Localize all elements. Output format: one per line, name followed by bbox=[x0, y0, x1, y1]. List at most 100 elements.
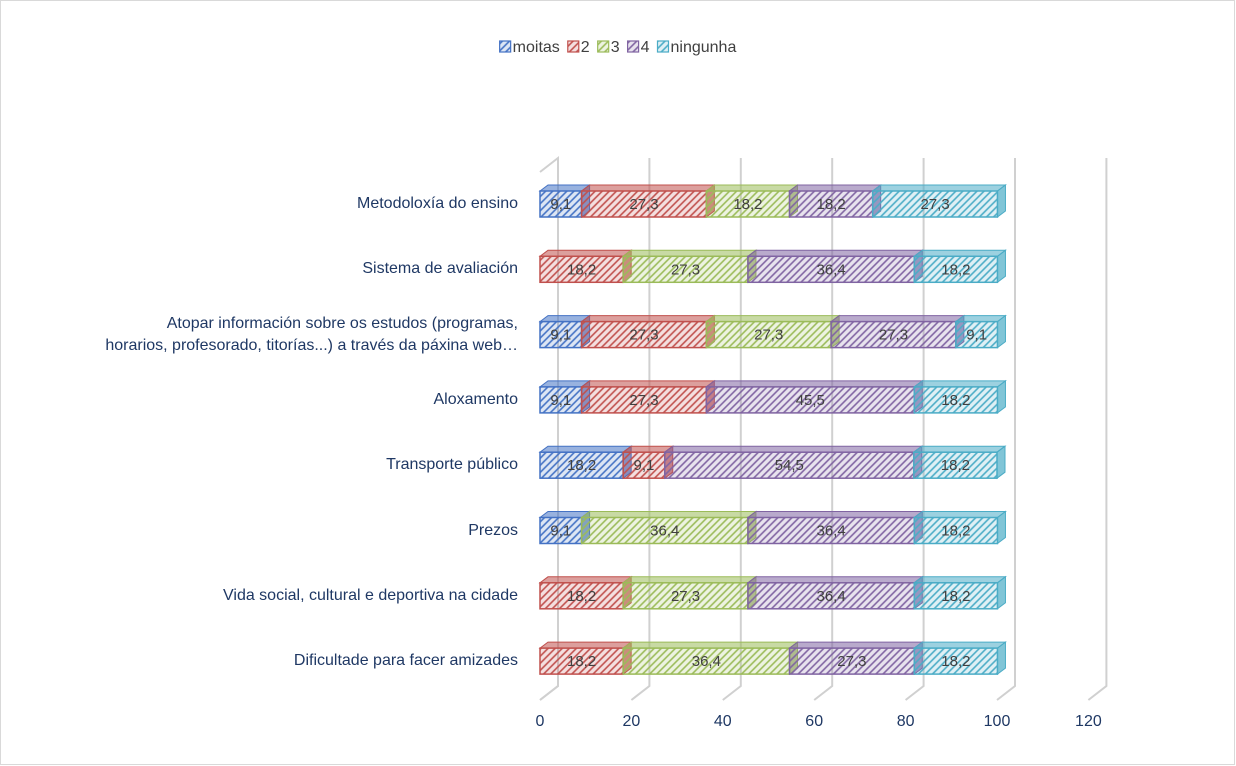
legend-swatch bbox=[626, 40, 640, 53]
data-label: 18,2 bbox=[567, 653, 596, 670]
bar-top bbox=[621, 249, 758, 257]
x-tick-label: 0 bbox=[536, 713, 545, 730]
bar-top bbox=[829, 315, 966, 323]
data-label: 27,3 bbox=[920, 196, 949, 213]
y-tick-label: Sistema de avaliación bbox=[362, 260, 518, 278]
bar-top bbox=[912, 641, 1007, 649]
legend-label: ningunha bbox=[671, 39, 737, 56]
data-label: 18,2 bbox=[941, 522, 970, 539]
data-label: 27,3 bbox=[879, 327, 908, 344]
legend-label: 2 bbox=[581, 39, 590, 56]
bar-segment bbox=[664, 451, 915, 479]
legend-swatch bbox=[656, 40, 670, 53]
data-label: 18,2 bbox=[941, 261, 970, 278]
x-tick-label: 40 bbox=[714, 713, 732, 730]
bar-segment bbox=[539, 320, 583, 349]
data-label: 9,1 bbox=[550, 196, 571, 213]
bar-top bbox=[912, 576, 1007, 584]
data-label: 27,3 bbox=[629, 392, 658, 409]
legend-swatch bbox=[597, 40, 610, 53]
bar-segment bbox=[539, 255, 624, 284]
data-label: 27,3 bbox=[837, 653, 866, 670]
bar-top bbox=[746, 511, 924, 518]
data-label: 18,2 bbox=[941, 588, 970, 605]
bar-top bbox=[538, 576, 633, 584]
bar-top bbox=[580, 380, 716, 388]
side-wall bbox=[539, 155, 559, 701]
x-tick-label: 120 bbox=[1075, 713, 1102, 730]
bar-segment bbox=[830, 320, 957, 349]
bar-segment bbox=[913, 647, 999, 675]
bar-top bbox=[912, 249, 1007, 257]
legend-swatch bbox=[499, 40, 512, 53]
bar-top bbox=[912, 445, 1007, 453]
legend: moitas 2 3 4 ningunha bbox=[499, 39, 737, 56]
bar-top bbox=[621, 576, 758, 584]
bar-top bbox=[871, 184, 1007, 192]
bar-top bbox=[538, 445, 633, 453]
bar-segment bbox=[580, 190, 708, 218]
x-tick-label: 100 bbox=[984, 713, 1011, 730]
bar-segment bbox=[747, 516, 916, 545]
legend-label: moitas bbox=[513, 39, 560, 56]
y-tick-label: Prezos bbox=[468, 521, 518, 539]
data-label: 9,1 bbox=[550, 392, 571, 409]
bar-segment bbox=[539, 451, 624, 479]
bar-end bbox=[996, 249, 1006, 284]
bar-top bbox=[580, 315, 716, 323]
bar-segment bbox=[705, 320, 832, 349]
data-label: 36,4 bbox=[650, 522, 679, 539]
data-label: 18,2 bbox=[941, 392, 970, 409]
x-tick-label: 80 bbox=[897, 713, 915, 730]
bar-segment bbox=[913, 451, 998, 479]
y-tick-label: Aloxamento bbox=[433, 390, 519, 408]
data-label: 18,2 bbox=[733, 196, 762, 213]
bar-top bbox=[704, 184, 800, 192]
y-tick-label: Atopar información sobre os estudos (pro… bbox=[105, 314, 518, 354]
data-label: 9,1 bbox=[966, 327, 987, 344]
bar-top bbox=[746, 576, 924, 584]
bar-segment bbox=[705, 190, 791, 218]
grid-line bbox=[813, 158, 834, 701]
bar-top bbox=[580, 184, 716, 192]
data-label: 27,3 bbox=[629, 196, 658, 213]
bar-segment bbox=[913, 255, 999, 284]
data-label: 18,2 bbox=[567, 457, 596, 474]
bar-top bbox=[704, 380, 924, 388]
legend-label: 3 bbox=[611, 39, 620, 56]
bar-top bbox=[538, 641, 633, 649]
bar-segment bbox=[705, 386, 916, 414]
bar-segment bbox=[871, 190, 999, 218]
data-label: 36,4 bbox=[817, 522, 846, 539]
bar-segment bbox=[788, 647, 916, 675]
grid-line bbox=[539, 158, 559, 701]
data-label: 45,5 bbox=[796, 392, 825, 409]
grid-line bbox=[996, 158, 1016, 701]
bar-end bbox=[996, 379, 1006, 414]
y-tick-label: Transporte público bbox=[386, 456, 518, 474]
grid-line bbox=[904, 158, 925, 701]
data-label: 27,3 bbox=[629, 327, 658, 344]
data-label: 9,1 bbox=[550, 327, 571, 344]
x-tick-label: 60 bbox=[805, 713, 823, 730]
data-label: 18,2 bbox=[941, 653, 970, 670]
bar-end bbox=[996, 575, 1006, 610]
bar-segment bbox=[539, 582, 624, 610]
grid-line bbox=[1087, 158, 1108, 701]
data-label: 36,4 bbox=[817, 261, 846, 278]
bar-end bbox=[996, 314, 1006, 349]
bar-segment bbox=[747, 255, 916, 284]
bar-end bbox=[996, 445, 1006, 480]
x-tick-label: 20 bbox=[623, 713, 641, 730]
data-label: 18,2 bbox=[817, 196, 846, 213]
bar-top bbox=[538, 249, 633, 257]
bar-top bbox=[704, 315, 841, 323]
bar-top bbox=[788, 184, 883, 192]
bar-top bbox=[580, 511, 758, 518]
bar-segment bbox=[955, 320, 999, 349]
bar-top bbox=[621, 641, 800, 649]
bar-segment bbox=[622, 582, 749, 610]
y-tick-label: Metodoloxía do ensino bbox=[357, 195, 518, 212]
